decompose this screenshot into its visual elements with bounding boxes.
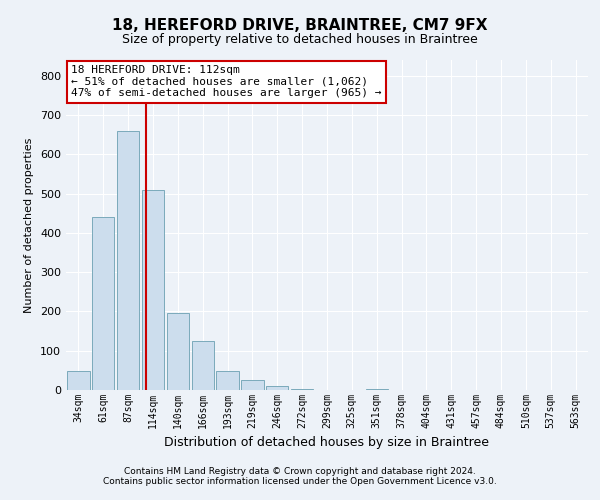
- Bar: [217, 371, 239, 390]
- Bar: [365, 389, 388, 390]
- Bar: [142, 190, 164, 390]
- Text: 18 HEREFORD DRIVE: 112sqm
← 51% of detached houses are smaller (1,062)
47% of se: 18 HEREFORD DRIVE: 112sqm ← 51% of detac…: [71, 65, 382, 98]
- Text: 18, HEREFORD DRIVE, BRAINTREE, CM7 9FX: 18, HEREFORD DRIVE, BRAINTREE, CM7 9FX: [112, 18, 488, 32]
- Bar: [67, 371, 89, 390]
- Bar: [167, 314, 189, 390]
- Text: Contains HM Land Registry data © Crown copyright and database right 2024.: Contains HM Land Registry data © Crown c…: [124, 467, 476, 476]
- Bar: [291, 389, 313, 390]
- Bar: [117, 130, 139, 390]
- Bar: [191, 341, 214, 390]
- Bar: [266, 386, 289, 390]
- Text: Size of property relative to detached houses in Braintree: Size of property relative to detached ho…: [122, 32, 478, 46]
- Text: Contains public sector information licensed under the Open Government Licence v3: Contains public sector information licen…: [103, 477, 497, 486]
- Bar: [241, 380, 263, 390]
- Bar: [92, 217, 115, 390]
- X-axis label: Distribution of detached houses by size in Braintree: Distribution of detached houses by size …: [164, 436, 490, 450]
- Y-axis label: Number of detached properties: Number of detached properties: [25, 138, 34, 312]
